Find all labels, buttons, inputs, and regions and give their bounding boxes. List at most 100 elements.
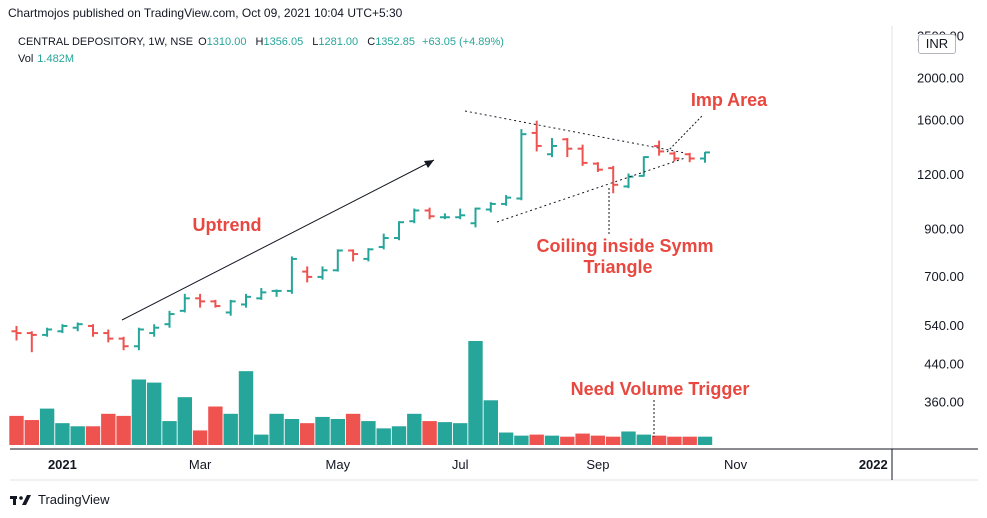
volume-bar (697, 436, 713, 445)
annotation-coiling: Coiling inside Symm (536, 236, 713, 256)
footer: TradingView (10, 492, 110, 507)
y-tick-label: 440.00 (924, 357, 964, 372)
ohlc-bar (485, 202, 496, 213)
ohlc-bar (57, 324, 68, 334)
ohlc-bar (394, 221, 404, 241)
ohlc-bar (501, 194, 512, 206)
ohlc-bar (547, 138, 557, 158)
volume-bar (422, 421, 437, 445)
volume-bar (468, 341, 483, 445)
imp-area-pointer (666, 115, 703, 153)
ohlc-bar (470, 207, 481, 228)
volume-bar (407, 413, 422, 445)
volume-bar (330, 419, 345, 445)
ohlc-low-label: L (312, 36, 319, 48)
ohlc-bar (608, 165, 619, 194)
y-tick-label: 1200.00 (917, 167, 964, 182)
tradingview-logo-icon (10, 494, 31, 505)
volume-bar (147, 382, 162, 445)
volume-bar (636, 434, 651, 445)
y-tick-label: 700.00 (924, 269, 964, 284)
volume-bar (498, 432, 514, 445)
volume-bar (453, 423, 468, 445)
volume-bar (9, 415, 24, 445)
volume-bar (101, 413, 116, 445)
ohlc-bar (455, 208, 466, 220)
ohlc-bar (562, 138, 573, 158)
ohlc-high-value: 1356.05 (263, 36, 304, 48)
volume-bar (208, 406, 223, 445)
annotation-uptrend: Uptrend (193, 215, 262, 235)
volume-bar (39, 408, 55, 445)
volume-bar (223, 413, 238, 445)
ohlc-bar (654, 140, 665, 156)
volume-bar (131, 379, 147, 445)
volume-bar (345, 413, 361, 445)
ohlc-bar (332, 249, 343, 272)
ohlc-bar (409, 208, 420, 224)
ohlc-high-label: H (255, 36, 264, 48)
ohlc-bar (286, 256, 297, 294)
ohlc-bar (42, 327, 53, 337)
volume-bar (315, 416, 330, 445)
y-tick-label: 2000.00 (917, 71, 964, 86)
candle-layer (11, 120, 710, 353)
ohlc-close-value: 1352.85 (375, 36, 415, 48)
ohlc-bar (684, 152, 695, 163)
x-tick-label: Mar (189, 457, 212, 472)
ohlc-bar (210, 299, 221, 308)
ohlc-bar (149, 324, 160, 337)
volume-bar (682, 436, 697, 445)
ohlc-bar (118, 336, 129, 351)
uptrend-arrow-line (121, 159, 435, 321)
uptrend-arrow-head (424, 160, 434, 168)
ohlc-bar (700, 151, 710, 163)
volume-bar (376, 428, 391, 445)
volume-value: 1.482M (37, 53, 74, 65)
x-tick-label: Jul (452, 457, 469, 472)
ohlc-bar (225, 299, 236, 316)
volume-bar (70, 426, 85, 445)
ohlc-bar (271, 289, 282, 297)
volume-bar (544, 435, 560, 445)
x-tick-label: 2021 (48, 457, 77, 472)
volume-bar (284, 419, 300, 445)
volume-bar (621, 431, 636, 445)
ohlc-bar (531, 120, 542, 152)
ohlc-bar (179, 293, 190, 313)
ohlc-bar (363, 248, 374, 262)
volume-bar (391, 426, 407, 445)
ohlc-bar (516, 129, 527, 201)
volume-bar (529, 434, 544, 445)
ohlc-bar (302, 266, 313, 283)
volume-label: Vol (18, 53, 34, 65)
volume-bar (514, 435, 529, 445)
volume-layer (9, 341, 713, 445)
ohlc-bar (577, 144, 588, 166)
volume-bar (55, 423, 70, 445)
footer-brand: TradingView (38, 492, 110, 507)
ohlc-bar (195, 293, 206, 308)
volume-bar (560, 436, 575, 445)
ohlc-bar (164, 310, 175, 328)
axis-layer: 2500.002000.001600.001200.00900.00700.00… (10, 26, 978, 481)
y-tick-label: 540.00 (924, 318, 964, 333)
ohlc-bar (623, 173, 634, 189)
ohlc-bar (26, 331, 37, 353)
triangle-upper-line (464, 110, 686, 154)
volume-bar (361, 421, 376, 445)
volume-bar (254, 434, 269, 445)
x-tick-label: 2022 (859, 457, 888, 472)
volume-bar (116, 415, 131, 445)
currency-badge[interactable]: INR (918, 34, 956, 54)
ohlc-open-value: 1310.00 (206, 36, 247, 48)
volume-bar (651, 435, 667, 445)
volume-bar (192, 430, 208, 445)
volume-bar (269, 413, 284, 445)
volume-bar (437, 422, 453, 445)
annotation-volume-trigger: Need Volume Trigger (571, 379, 750, 399)
x-tick-label: May (326, 457, 351, 472)
annotation-imp-area: Imp Area (691, 90, 768, 110)
y-tick-label: 1600.00 (917, 113, 964, 128)
